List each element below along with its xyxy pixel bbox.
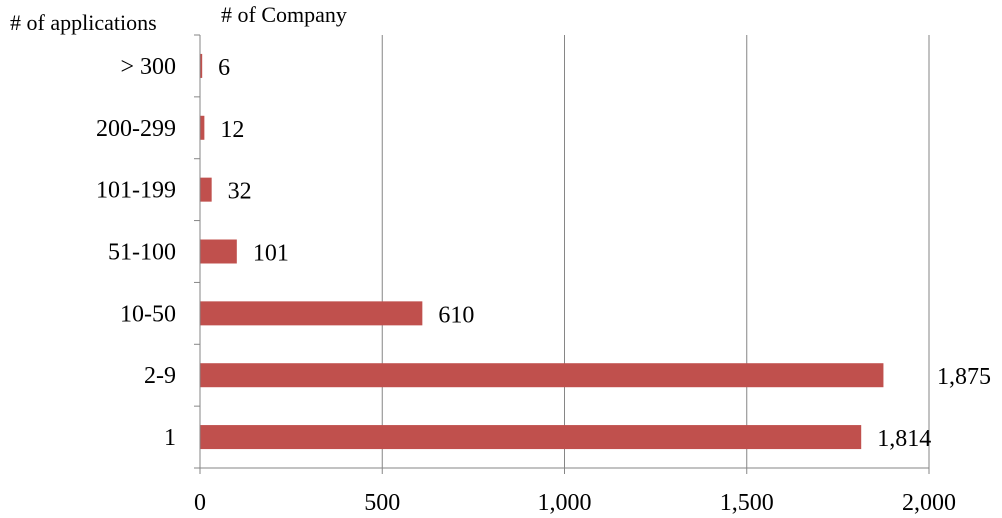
x-tick-label: 2,000 bbox=[902, 490, 956, 516]
category-label: 101-199 bbox=[96, 178, 176, 204]
category-label: > 300 bbox=[120, 54, 176, 80]
category-label: 1 bbox=[164, 425, 176, 451]
x-tick-label: 500 bbox=[364, 490, 400, 516]
data-label: 1,814 bbox=[877, 426, 931, 452]
x-tick-label: 0 bbox=[194, 490, 206, 516]
x-tick-labels: 0 500 1,000 1,500 2,000 bbox=[194, 490, 956, 516]
x-axis-title: # of Company bbox=[221, 2, 347, 27]
y-axis-title: # of applications bbox=[10, 10, 157, 35]
data-label: 1,875 bbox=[937, 364, 991, 390]
x-tick-label: 1,000 bbox=[538, 490, 592, 516]
data-label: 6 bbox=[218, 55, 230, 81]
bar bbox=[200, 301, 423, 326]
category-label: 51-100 bbox=[108, 240, 176, 266]
data-label: 32 bbox=[228, 179, 252, 205]
gridlines bbox=[381, 35, 930, 468]
data-labels: 1,814 1,875 610 101 32 12 6 bbox=[218, 55, 991, 452]
bar bbox=[200, 425, 862, 450]
category-labels: 1 2-9 10-50 51-100 101-199 200-299 > 300 bbox=[96, 54, 176, 451]
bar bbox=[200, 177, 212, 202]
bar bbox=[200, 53, 203, 78]
axes bbox=[194, 34, 930, 474]
bar bbox=[200, 363, 884, 388]
data-label: 12 bbox=[220, 117, 244, 143]
bars bbox=[200, 53, 884, 450]
bar bbox=[200, 239, 237, 264]
x-tick-label: 1,500 bbox=[720, 490, 774, 516]
category-label: 2-9 bbox=[144, 363, 176, 389]
category-label: 10-50 bbox=[120, 301, 176, 327]
category-label: 200-299 bbox=[96, 116, 176, 142]
data-label: 610 bbox=[438, 302, 474, 328]
bar bbox=[200, 115, 205, 140]
data-label: 101 bbox=[253, 241, 289, 267]
